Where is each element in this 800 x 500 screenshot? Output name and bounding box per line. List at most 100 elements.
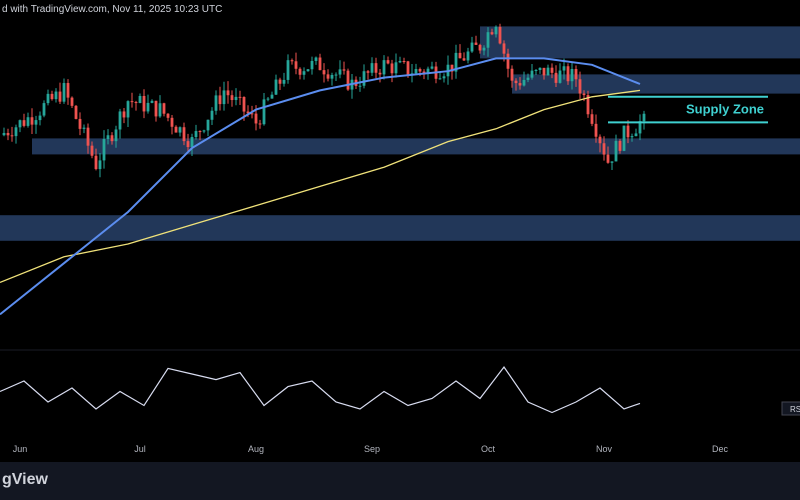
candle-body <box>482 47 486 51</box>
candle-body <box>362 71 366 86</box>
candle-body <box>406 61 410 75</box>
candle-body <box>330 74 334 79</box>
candle-body <box>206 119 210 131</box>
candle-body <box>586 95 590 115</box>
candle-body <box>438 78 442 80</box>
candle-body <box>522 79 526 86</box>
candle-body <box>538 67 542 71</box>
candle-body <box>50 93 54 100</box>
candle-body <box>630 136 634 138</box>
candle-body <box>186 141 190 148</box>
candle-body <box>214 95 218 111</box>
candle-body <box>562 66 566 71</box>
candle-body <box>466 51 470 61</box>
candle-body <box>178 127 182 133</box>
candle-body <box>282 79 286 84</box>
candle-body <box>642 113 646 122</box>
candle-body <box>158 103 162 117</box>
candle-body <box>322 70 326 75</box>
candle-body <box>326 74 330 79</box>
candle-body <box>634 133 638 137</box>
candle-body <box>14 127 18 137</box>
candle-body <box>62 83 66 102</box>
candle-body <box>338 69 342 75</box>
candle-body <box>258 123 262 125</box>
candle-body <box>614 140 618 162</box>
candle-body <box>394 62 398 74</box>
candle-body <box>222 90 226 105</box>
candle-body <box>366 71 370 73</box>
candle-body <box>218 95 222 105</box>
candle-body <box>202 130 206 132</box>
candle-body <box>566 66 570 82</box>
candle-body <box>450 64 454 72</box>
candle-body <box>210 110 214 120</box>
candle-body <box>78 118 82 129</box>
candle-body <box>162 103 166 114</box>
x-axis-label: Oct <box>481 444 496 454</box>
candle-body <box>530 70 534 78</box>
candle-body <box>34 120 38 125</box>
x-axis-label: Dec <box>712 444 729 454</box>
candle-body <box>382 60 386 75</box>
candle-body <box>270 94 274 99</box>
sma-blue-line <box>0 57 641 316</box>
candle-body <box>414 69 418 74</box>
candle-body <box>74 105 78 119</box>
candle-body <box>494 26 498 35</box>
zone-support <box>32 138 800 155</box>
candle-body <box>518 83 522 86</box>
candle-body <box>454 52 458 72</box>
candle-body <box>582 93 586 96</box>
candle-body <box>110 135 114 142</box>
candle-body <box>170 117 174 127</box>
candle-body <box>106 135 110 140</box>
candle-body <box>286 60 290 80</box>
tradingview-logo-text[interactable]: gView <box>2 471 48 488</box>
candle-body <box>94 155 98 170</box>
candle-body <box>82 127 86 129</box>
candle-body <box>198 131 202 133</box>
candle-body <box>2 132 6 136</box>
candle-body <box>134 102 138 104</box>
candle-body <box>58 91 62 102</box>
candle-body <box>278 79 282 84</box>
candle-body <box>126 101 130 118</box>
candle-body <box>618 140 622 151</box>
rsi-label: RS <box>790 405 800 414</box>
price-chart[interactable]: Supply Zone RS Jun Jul Aug Sep Oct Nov Dec <box>0 0 800 462</box>
candle-body <box>250 113 254 115</box>
candle-body <box>542 67 546 76</box>
candle-body <box>358 85 362 87</box>
candle-body <box>42 103 46 116</box>
zone-upper-resistance <box>480 26 800 59</box>
candle-body <box>302 71 306 75</box>
candle-body <box>490 32 494 35</box>
candle-body <box>458 52 462 59</box>
candle-body <box>166 113 170 118</box>
candle-body <box>306 69 310 72</box>
zone-mid-resistance <box>512 74 800 94</box>
candle-body <box>442 76 446 79</box>
candle-body <box>578 79 582 94</box>
x-axis-label: Jul <box>134 444 146 454</box>
candle-body <box>462 58 466 61</box>
candle-body <box>386 60 390 64</box>
rsi-label-box <box>781 401 800 416</box>
candle-body <box>502 43 506 54</box>
candle-body <box>130 101 134 103</box>
candle-body <box>418 69 422 72</box>
candle-body <box>590 114 594 124</box>
candle-body <box>38 115 42 121</box>
candle-body <box>622 125 626 151</box>
candle-body <box>266 98 270 100</box>
candle-body <box>246 111 250 114</box>
candle-body <box>318 57 322 71</box>
candle-body <box>470 42 474 52</box>
candle-body <box>18 120 22 128</box>
candle-body <box>86 127 90 146</box>
candle-body <box>638 121 642 134</box>
candle-body <box>598 136 602 144</box>
candle-body <box>122 111 126 118</box>
candle-body <box>606 154 610 163</box>
